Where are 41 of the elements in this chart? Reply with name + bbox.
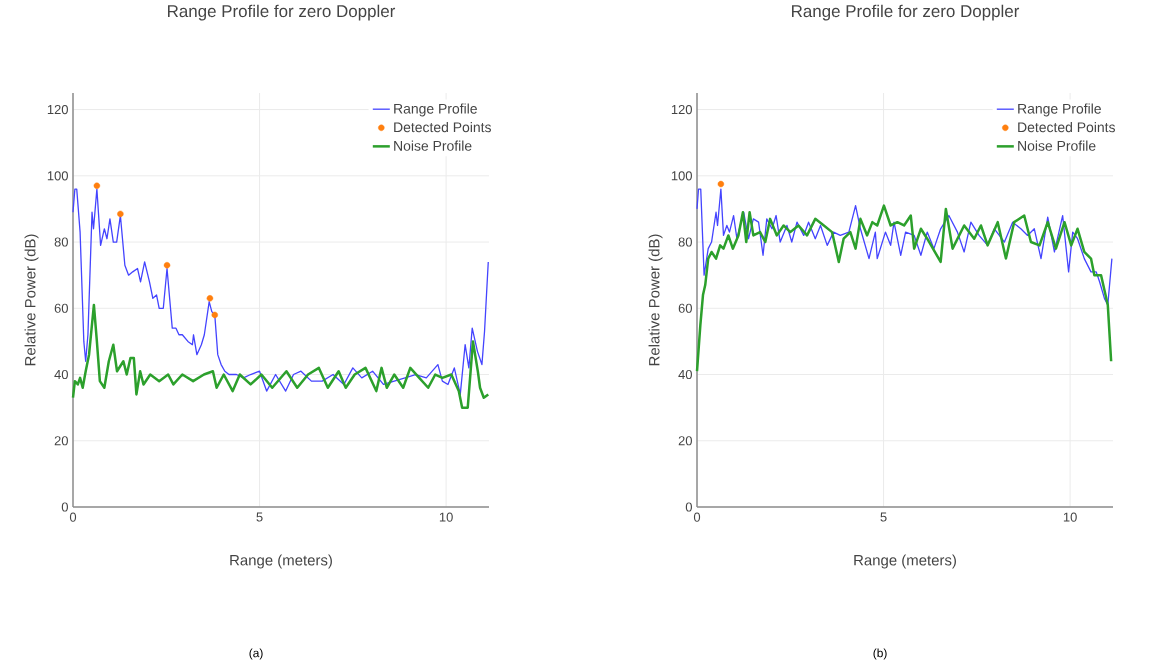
y-tick-label: 80 — [678, 237, 692, 247]
text: (a) — [249, 648, 263, 660]
x-axis-title: Range (meters) — [854, 554, 956, 569]
y-tick-label: 20 — [678, 436, 692, 446]
y-axis-title: Relative Power (dB) — [648, 234, 663, 366]
point — [206, 295, 214, 302]
y-tick-label: 80 — [54, 237, 68, 247]
point — [163, 262, 171, 269]
chart-title: Range Profile for zero Doppler — [168, 4, 396, 21]
legend-label: Noise Profile — [1018, 140, 1096, 151]
chart-title: Range Profile for zero Doppler — [792, 4, 1020, 21]
y-axis-title: Relative Power (dB) — [24, 234, 39, 366]
x-tick-label: 0 — [69, 512, 77, 522]
legend-label: Range Profile — [394, 103, 477, 117]
y-tick-label: 0 — [685, 502, 692, 512]
line-series — [71, 303, 490, 409]
y-tick-label: 120 — [47, 104, 68, 115]
line-series — [695, 204, 1113, 373]
point — [117, 210, 124, 218]
y-tick-label: 40 — [678, 369, 692, 380]
point — [93, 182, 101, 189]
x-tick-label: 10 — [439, 512, 453, 522]
y-tick-label: 120 — [671, 104, 692, 115]
text: (b) — [873, 648, 887, 660]
y-tick-label: 60 — [54, 303, 68, 313]
x-axis-title: Range (meters) — [230, 554, 332, 569]
y-tick-label: 20 — [54, 436, 68, 446]
x-tick-label: 0 — [693, 512, 701, 522]
point — [211, 311, 218, 319]
y-tick-label: 100 — [671, 171, 692, 181]
y-tick-label: 0 — [61, 502, 68, 512]
y-tick-label: 100 — [47, 171, 68, 181]
x-tick-label: 10 — [1063, 512, 1077, 522]
legend-label: Range Profile — [1018, 103, 1101, 117]
legend-label: Detected Points — [1018, 121, 1115, 133]
y-tick-label: 40 — [54, 369, 68, 380]
x-tick-label: 5 — [880, 512, 887, 522]
legend-label: Detected Points — [394, 121, 491, 133]
x-tick-label: 5 — [256, 512, 263, 522]
y-tick-label: 60 — [678, 303, 692, 313]
legend-label: Noise Profile — [394, 140, 472, 151]
